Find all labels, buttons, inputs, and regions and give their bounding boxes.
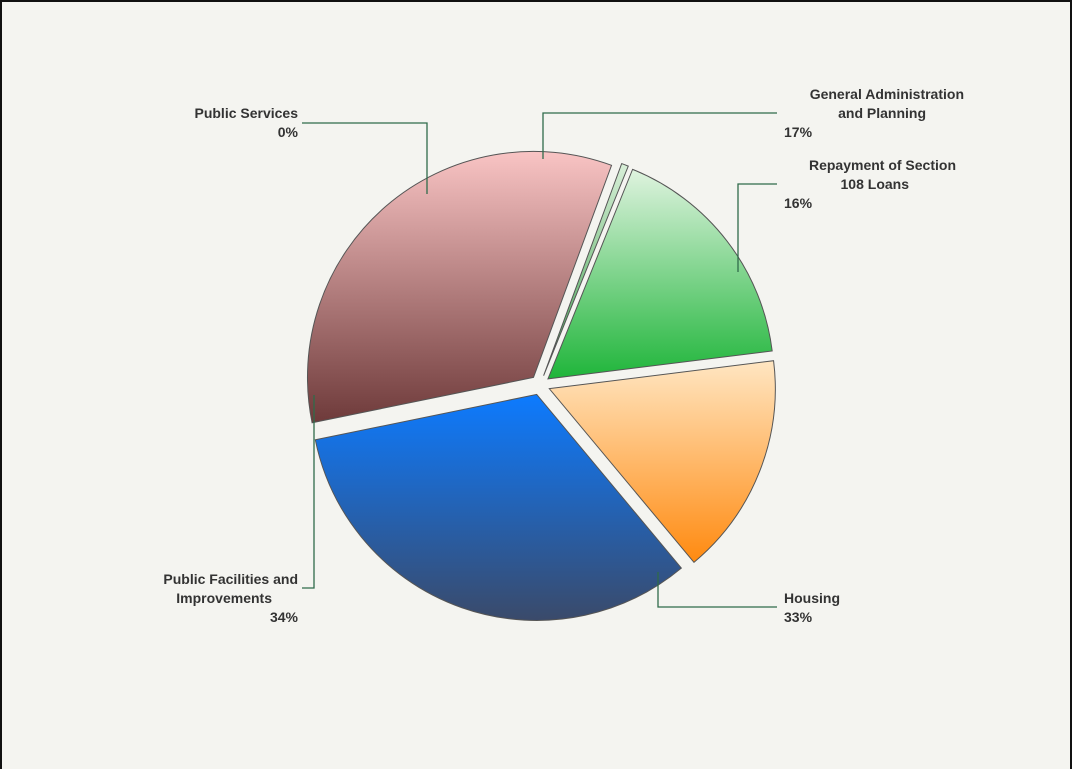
label-public-facilities-line2: Improvements — [176, 590, 272, 606]
label-public-services-value: 0% — [278, 124, 299, 140]
label-general-administration-line2: and Planning — [838, 105, 926, 121]
leader-line-public-services — [302, 122, 428, 194]
label-public-services: Public Services 0% — [194, 105, 298, 140]
label-repayment-line2: 108 Loans — [841, 176, 910, 192]
pie-slice-public-services — [543, 162, 629, 376]
pie-slice-public-facilities — [307, 150, 613, 424]
leader-line-repayment — [737, 183, 777, 272]
label-public-facilities-value: 34% — [270, 609, 299, 625]
pie-slice-housing — [314, 393, 683, 621]
label-repayment-line1: Repayment of Section — [809, 157, 956, 173]
pie-slice-general — [547, 168, 773, 380]
leader-line-general — [542, 112, 777, 159]
label-public-facilities-line1: Public Facilities and — [163, 571, 298, 587]
label-repayment-section-108: Repayment of Section 108 Loans 16% — [784, 157, 956, 211]
label-housing-value: 33% — [784, 609, 813, 625]
label-general-administration: General Administration and Planning 17% — [784, 86, 964, 140]
leader-line-housing — [657, 572, 777, 608]
slices-layer — [307, 150, 776, 621]
label-repayment-value: 16% — [784, 195, 813, 211]
label-housing-line1: Housing — [784, 590, 840, 606]
leader-line-public-facilities — [302, 395, 315, 589]
pie-slice-repayment — [548, 360, 776, 564]
label-general-administration-value: 17% — [784, 124, 813, 140]
label-general-administration-line1: General Administration — [810, 86, 964, 102]
label-housing: Housing 33% — [784, 590, 840, 625]
label-public-services-line1: Public Services — [194, 105, 298, 121]
leaders-layer — [302, 112, 777, 608]
label-public-facilities: Public Facilities and Improvements 34% — [163, 571, 298, 625]
